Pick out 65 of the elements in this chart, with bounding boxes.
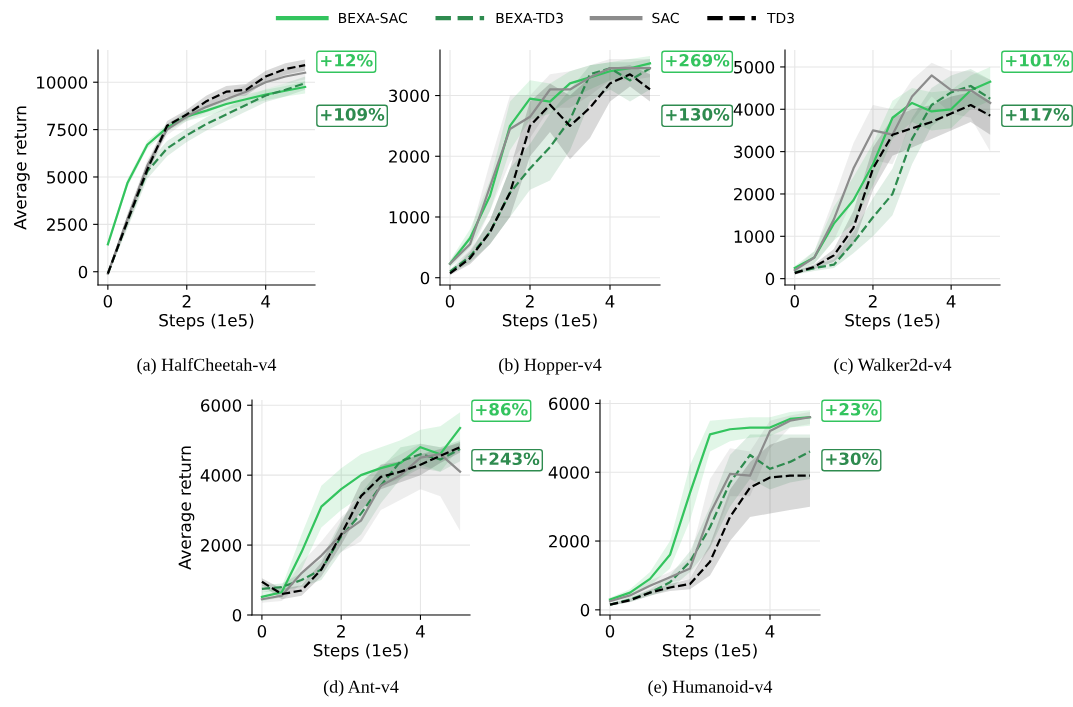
y-tick-label: 0 [765, 272, 775, 286]
y-tick-label: 1000 [389, 210, 430, 224]
y-axis-title: Average return [178, 446, 195, 570]
x-tick-label: 2 [868, 295, 877, 308]
text: (d) Ant-v4 [323, 680, 399, 697]
y-tick-label: 3000 [734, 145, 775, 159]
text: +86% [476, 402, 528, 416]
x-tick-label: 0 [790, 295, 799, 308]
text: +23% [826, 402, 878, 416]
text: +243% [476, 452, 540, 466]
y-tick-label: 10000 [37, 76, 88, 89]
y-tick-label: 0 [580, 603, 590, 617]
y-tick-label: 4000 [548, 466, 590, 479]
y-tick-label: 3000 [389, 89, 430, 103]
x-tick-label: 2 [337, 625, 345, 638]
x-tick-label: 4 [415, 625, 425, 638]
x-tick-label: 4 [605, 295, 615, 308]
text: +269% [666, 53, 730, 67]
y-tick-label: 2500 [47, 218, 88, 231]
text: +130% [666, 108, 730, 121]
y-tick-label: 2000 [549, 535, 590, 548]
x-axis-title: Steps (1e5) [662, 643, 757, 660]
y-tick-label: 0 [232, 608, 242, 622]
x-tick-label: 4 [946, 295, 956, 308]
x-axis-title: Steps (1e5) [313, 643, 408, 660]
x-axis-title: Steps (1e5) [159, 313, 254, 330]
y-tick-label: 2000 [734, 187, 775, 201]
legend-label: TD3 [766, 12, 794, 24]
x-tick-label: 2 [182, 295, 191, 308]
text: +109% [321, 108, 385, 121]
y-tick-label: 4000 [733, 103, 775, 116]
y-tick-label: 0 [420, 271, 430, 285]
text: (b) Hopper-v4 [499, 358, 602, 375]
text: +12% [321, 53, 373, 67]
y-tick-label: 7500 [47, 123, 88, 137]
x-tick-label: 4 [261, 295, 271, 308]
text: (a) HalfCheetah-v4 [137, 357, 277, 375]
x-tick-label: 0 [445, 295, 455, 308]
legend-label: SAC [652, 12, 679, 24]
text: +117% [1006, 108, 1070, 121]
x-tick-label: 4 [765, 625, 775, 638]
y-tick-label: 1000 [734, 230, 775, 243]
x-tick-label: 2 [685, 625, 694, 638]
text: (e) Humanoid-v4 [648, 680, 773, 697]
y-tick-label: 6000 [549, 397, 590, 411]
legend-label: BEXA-TD3 [496, 12, 563, 24]
y-tick-label: 4000 [200, 469, 242, 482]
x-tick-label: 0 [605, 625, 615, 638]
line-series [608, 474, 812, 606]
text: (c) Walker2d-v4 [834, 358, 952, 375]
y-axis-title: Average return [14, 106, 30, 230]
y-tick-label: 6000 [201, 399, 242, 412]
x-axis-title: Steps (1e5) [502, 313, 597, 330]
y-tick-label: 2000 [389, 150, 430, 163]
x-tick-label: 2 [525, 295, 534, 308]
text: +30% [826, 452, 878, 466]
y-tick-label: 0 [78, 265, 88, 279]
y-tick-label: 2000 [201, 539, 242, 552]
x-tick-label: 0 [257, 625, 267, 638]
x-axis-title: Steps (1e5) [845, 313, 940, 330]
text: +101% [1006, 53, 1070, 67]
x-tick-label: 0 [103, 295, 113, 308]
legend-label: BEXA-SAC [339, 12, 407, 24]
y-tick-label: 5000 [734, 60, 775, 74]
y-tick-label: 5000 [47, 170, 88, 184]
